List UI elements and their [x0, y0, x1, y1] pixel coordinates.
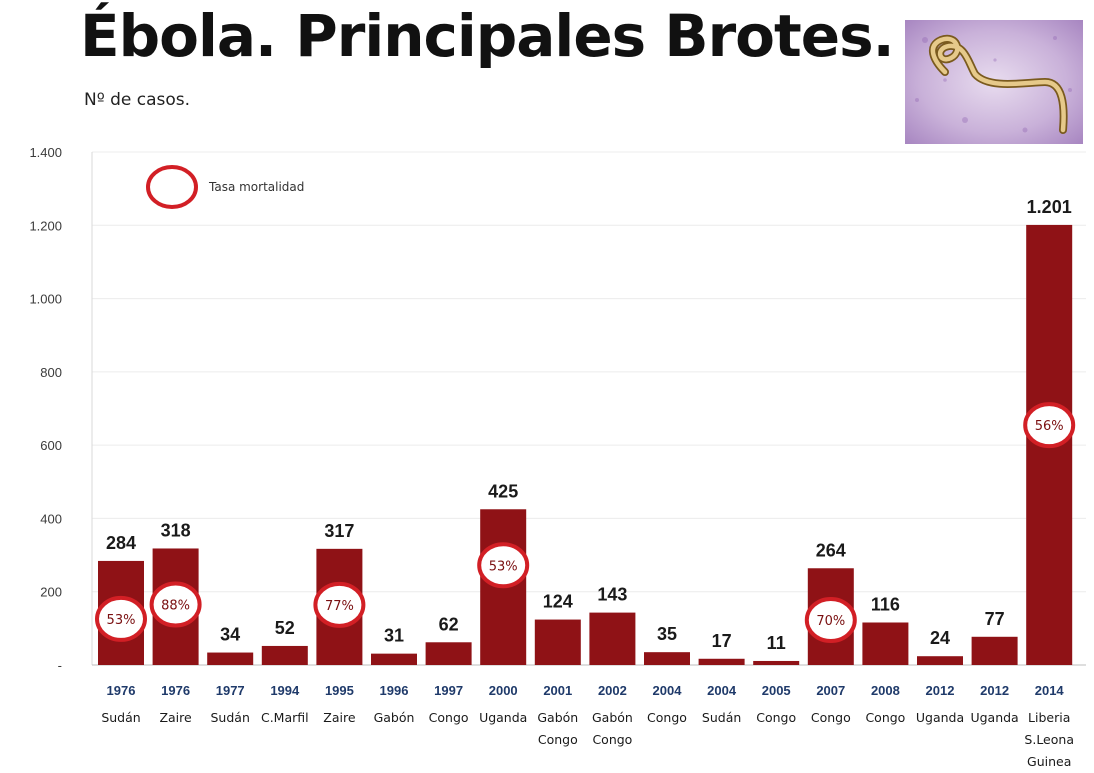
mortality-rate-circle	[149, 581, 202, 628]
y-tick-label: 400	[40, 511, 62, 526]
data-label: 17	[712, 631, 732, 651]
x-tick-label-year: 2004	[653, 683, 683, 698]
bar	[971, 636, 1018, 665]
data-label: 31	[384, 626, 404, 646]
x-tick-label-year: 1997	[434, 683, 463, 698]
data-label: 62	[439, 614, 459, 634]
x-tick-label-place: Gabón	[537, 710, 578, 725]
y-tick-label: 1.000	[29, 292, 62, 307]
bar	[917, 656, 963, 665]
data-label: 425	[488, 481, 518, 501]
x-tick-label-year: 2007	[816, 683, 845, 698]
x-tick-label-place: S.Leona	[1024, 732, 1074, 747]
data-label: 317	[324, 521, 354, 541]
x-tick-label-place: Congo	[592, 732, 632, 747]
x-tick-label-place: Uganda	[916, 710, 964, 725]
y-tick-label: 200	[40, 585, 62, 600]
x-tick-label-place: Sudán	[702, 710, 741, 725]
mortality-rate-circle	[477, 542, 530, 589]
page-title: Ébola. Principales Brotes.	[80, 2, 895, 70]
x-tick-label-year: 2000	[489, 683, 518, 698]
x-tick-label-year: 2012	[980, 683, 1009, 698]
x-tick-label-year: 1977	[216, 683, 245, 698]
data-label: 124	[543, 592, 573, 612]
x-tick-label-year: 1996	[380, 683, 409, 698]
data-label: 318	[161, 520, 191, 540]
x-tick-label-year: 2005	[762, 683, 791, 698]
mortality-rate-label: 70%	[816, 614, 845, 629]
x-tick-label-year: 2002	[598, 683, 627, 698]
x-tick-label-place: Zaire	[323, 710, 356, 725]
bar	[589, 612, 636, 665]
x-tick-label-place: C.Marfil	[261, 710, 309, 725]
mortality-rate-label: 53%	[107, 613, 136, 628]
x-tick-label-place: Congo	[429, 710, 469, 725]
x-tick-label-place: Congo	[811, 710, 851, 725]
y-tick-label: 600	[40, 438, 62, 453]
data-label: 116	[871, 594, 900, 614]
data-label: 284	[106, 533, 136, 553]
x-tick-label-place: Congo	[756, 710, 796, 725]
y-tick-label: 1.200	[29, 218, 62, 233]
bar	[862, 622, 909, 665]
x-tick-label-place: Congo	[647, 710, 687, 725]
mortality-rate-label: 53%	[489, 559, 518, 574]
x-tick-label-year: 2012	[926, 683, 955, 698]
bar	[261, 645, 308, 665]
y-tick-label: -	[58, 658, 62, 673]
mortality-rate-circle	[804, 597, 857, 643]
mortality-rate-label: 88%	[161, 598, 190, 613]
mortality-rate-circle	[1023, 402, 1076, 449]
x-tick-label-year: 2001	[543, 683, 572, 698]
x-tick-label-place: Congo	[538, 732, 578, 747]
mortality-rate-circle	[313, 581, 366, 628]
mortality-rate-label: 56%	[1035, 419, 1064, 434]
y-tick-label: 1.400	[29, 145, 62, 160]
legend-label: Tasa mortalidad	[208, 180, 304, 194]
data-label: 77	[985, 609, 1005, 629]
bar	[371, 653, 417, 665]
mortality-rate-circle	[95, 595, 147, 642]
data-label: 264	[816, 540, 846, 560]
x-tick-label-place: Zaire	[159, 710, 192, 725]
bar	[425, 642, 472, 665]
bar	[207, 652, 254, 665]
x-tick-label-year: 1995	[325, 683, 354, 698]
x-tick-label-place: Uganda	[479, 710, 527, 725]
x-tick-label-year: 1976	[161, 683, 190, 698]
data-label: 11	[767, 633, 786, 653]
bar	[698, 658, 745, 665]
x-tick-label-year: 2004	[707, 683, 737, 698]
x-tick-label-year: 2008	[871, 683, 900, 698]
x-tick-label-place: Liberia	[1028, 710, 1070, 725]
data-label: 1.201	[1027, 197, 1072, 217]
data-label: 143	[597, 585, 627, 605]
x-tick-label-year: 1976	[107, 683, 136, 698]
bar	[644, 652, 690, 665]
mortality-rate-label: 77%	[325, 599, 354, 614]
data-label: 24	[930, 628, 950, 648]
data-label: 52	[275, 618, 295, 638]
x-tick-label-place: Guinea	[1027, 754, 1071, 769]
x-tick-label-place: Sudán	[101, 710, 140, 725]
legend-circle-icon	[146, 165, 198, 209]
bar	[534, 619, 581, 665]
x-tick-label-place: Gabón	[592, 710, 633, 725]
x-tick-label-place: Gabón	[374, 710, 415, 725]
x-tick-label-place: Sudán	[211, 710, 250, 725]
data-label: 35	[657, 624, 677, 644]
y-axis-unit-label: Nº de casos.	[84, 90, 191, 110]
ebola-virus-image	[905, 20, 1083, 144]
x-tick-label-year: 2014	[1035, 683, 1065, 698]
bar	[753, 660, 800, 665]
x-tick-label-year: 1994	[270, 683, 300, 698]
y-tick-label: 800	[40, 365, 62, 380]
ebola-virus-icon	[905, 20, 1083, 144]
x-tick-label-place: Congo	[865, 710, 905, 725]
x-tick-label-place: Uganda	[970, 710, 1018, 725]
data-label: 34	[220, 625, 240, 645]
